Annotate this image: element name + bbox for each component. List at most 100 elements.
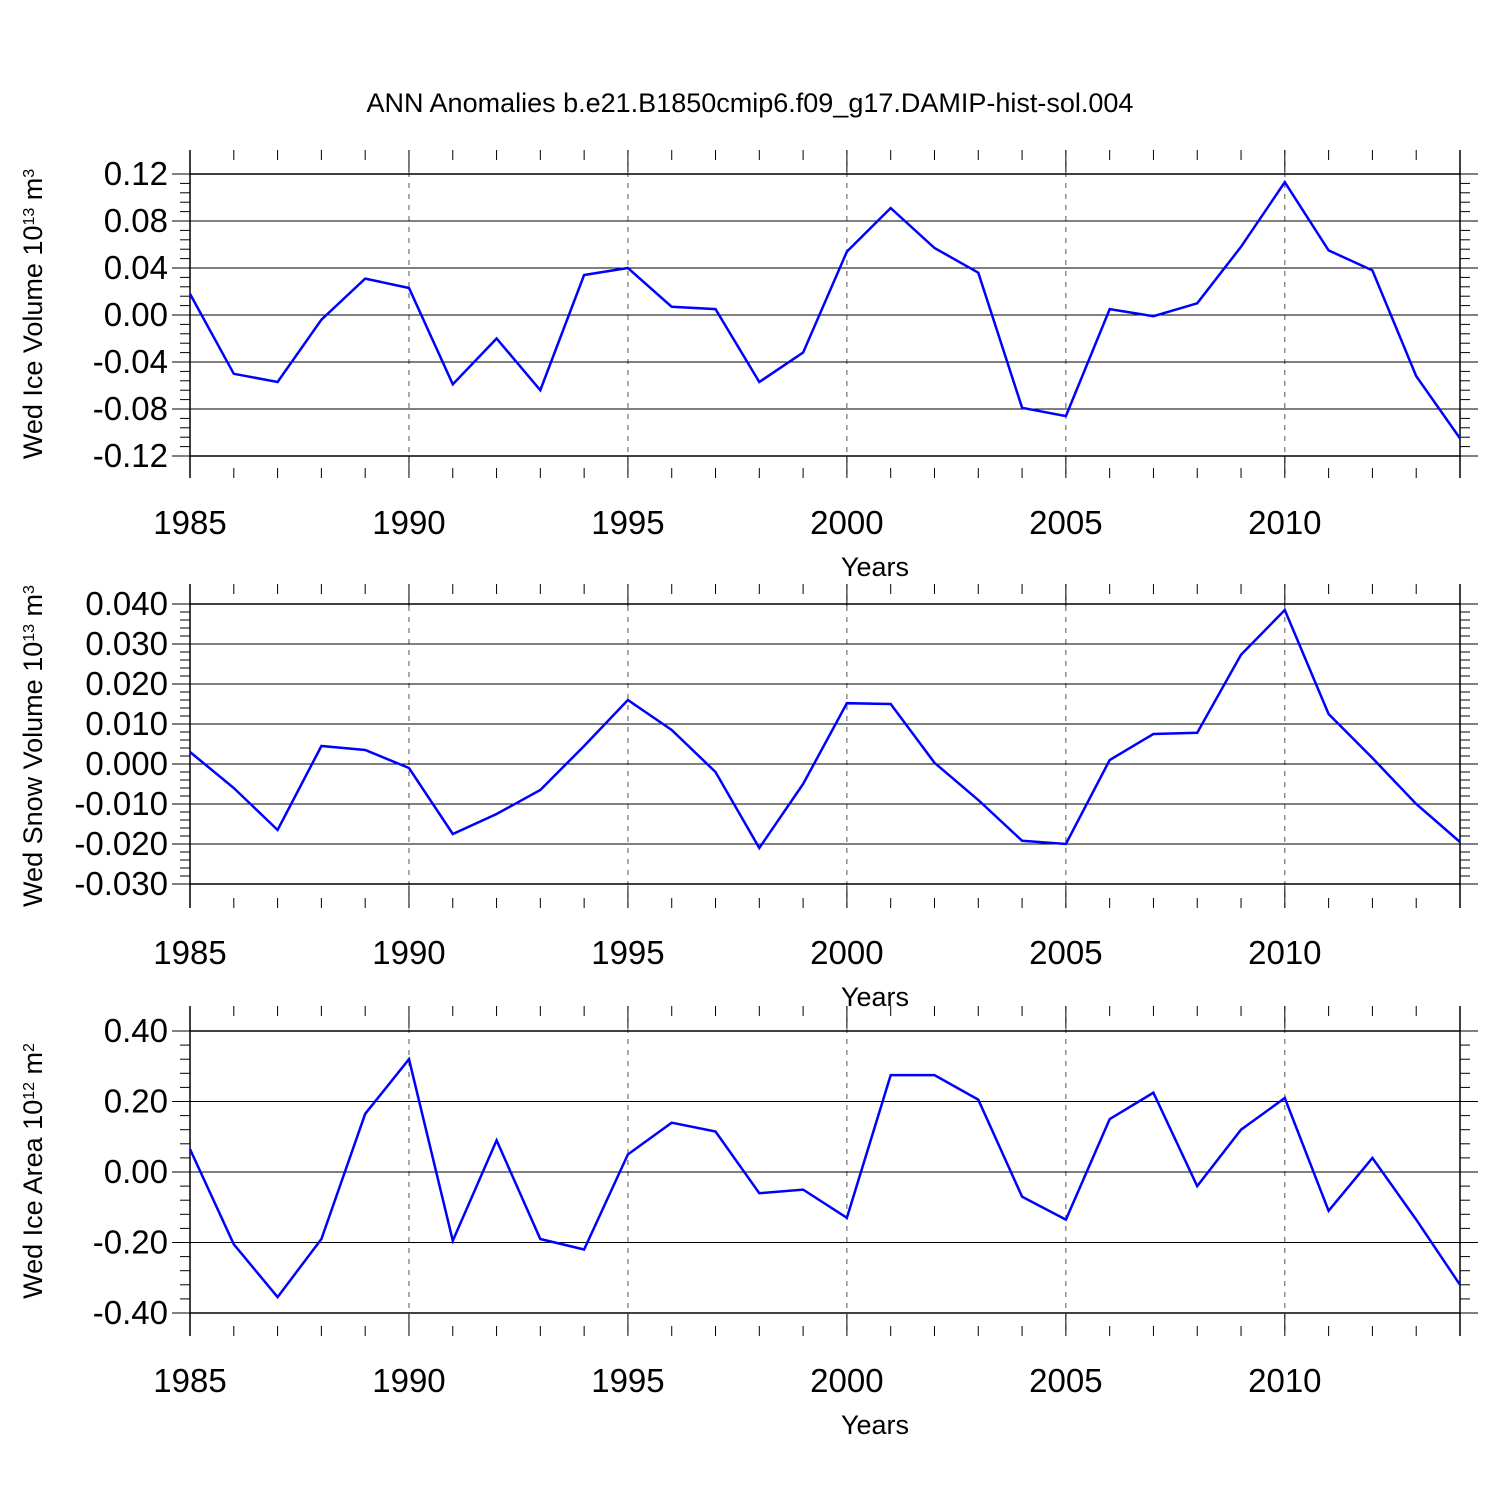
y-axis-label-exponent: 13 — [21, 624, 38, 642]
data-point — [1240, 1129, 1242, 1131]
data-point — [1065, 843, 1067, 845]
data-point — [1108, 1118, 1110, 1120]
y-tick-label: -0.030 — [74, 865, 168, 902]
data-point — [408, 1058, 410, 1060]
y-axis-label-unit-exponent: 3 — [21, 169, 38, 178]
y-tick-label: 0.020 — [85, 665, 168, 702]
data-point — [977, 799, 979, 801]
y-tick-label: 0.010 — [85, 705, 168, 742]
data-line — [189, 607, 1461, 851]
data-point — [671, 1121, 673, 1123]
y-axis-label: Wed Ice Volume 1013 m3 — [18, 169, 48, 459]
data-point — [933, 247, 935, 249]
data-point — [1415, 375, 1417, 377]
data-point — [583, 1248, 585, 1250]
data-point — [1240, 246, 1242, 248]
y-tick-label: -0.08 — [93, 390, 168, 427]
x-tick-label: 1995 — [591, 934, 664, 971]
data-point — [1065, 1218, 1067, 1220]
data-point — [846, 250, 848, 252]
data-point — [977, 1099, 979, 1101]
data-point — [1284, 181, 1286, 183]
y-tick-label: -0.020 — [74, 825, 168, 862]
data-point — [452, 383, 454, 385]
data-point — [189, 1148, 191, 1150]
data-point — [1371, 757, 1373, 759]
data-point — [539, 1238, 541, 1240]
data-point — [889, 207, 891, 209]
x-tick-label: 2000 — [810, 1362, 883, 1399]
data-point — [933, 1074, 935, 1076]
x-axis-label: Years — [841, 552, 909, 582]
y-axis-label-unit: m — [18, 1052, 48, 1082]
data-point — [671, 306, 673, 308]
data-point — [1108, 308, 1110, 310]
data-point — [1240, 654, 1242, 656]
x-tick-label: 2010 — [1248, 934, 1321, 971]
data-point — [1284, 609, 1286, 611]
data-point — [1108, 759, 1110, 761]
data-point — [1152, 1091, 1154, 1093]
y-axis-label: Wed Ice Area 1012 m2 — [18, 1043, 48, 1299]
data-point — [452, 833, 454, 835]
y-tick-label: 0.040 — [85, 585, 168, 622]
data-point — [1415, 1218, 1417, 1220]
x-tick-label: 1990 — [372, 1362, 445, 1399]
x-tick-label: 2010 — [1248, 1362, 1321, 1399]
data-point — [758, 847, 760, 849]
data-point — [627, 267, 629, 269]
data-point — [802, 351, 804, 353]
data-point — [1327, 249, 1329, 251]
y-axis-label-unit-exponent: 3 — [21, 585, 38, 594]
data-point — [233, 373, 235, 375]
y-tick-label: 0.00 — [104, 296, 168, 333]
y-axis-label: Wed Snow Volume 1013 m3 — [18, 585, 48, 907]
data-point — [495, 1139, 497, 1141]
y-axis-label-exponent: 12 — [21, 1082, 38, 1100]
data-line — [188, 179, 1462, 440]
data-point — [1152, 315, 1154, 317]
x-axis-label: Years — [841, 1410, 909, 1440]
data-point — [933, 762, 935, 764]
data-point — [539, 789, 541, 791]
y-axis-label-text: Wed Ice Volume 10 — [18, 226, 48, 460]
y-tick-label: -0.010 — [74, 785, 168, 822]
data-point — [189, 293, 191, 295]
data-point — [889, 1074, 891, 1076]
y-tick-label: 0.40 — [104, 1012, 168, 1049]
x-axis-label: Years — [841, 982, 909, 1012]
x-tick-label: 1995 — [591, 1362, 664, 1399]
data-point — [1021, 840, 1023, 842]
y-axis-label-text: Wed Ice Area 10 — [18, 1100, 48, 1299]
data-point — [1327, 1210, 1329, 1212]
x-tick-label: 2005 — [1029, 504, 1102, 541]
data-point — [627, 1153, 629, 1155]
y-tick-label: 0.12 — [104, 155, 168, 192]
data-point — [276, 829, 278, 831]
x-tick-label: 2005 — [1029, 1362, 1102, 1399]
data-point — [977, 272, 979, 274]
data-point — [846, 1217, 848, 1219]
data-point — [452, 1240, 454, 1242]
y-axis-label-unit: m — [18, 178, 48, 208]
data-point — [276, 1296, 278, 1298]
data-point — [1284, 1097, 1286, 1099]
data-point — [233, 787, 235, 789]
panel-2: -0.030-0.020-0.0100.0000.0100.0200.0300.… — [18, 584, 1478, 1012]
data-point — [189, 751, 191, 753]
data-point — [1459, 841, 1461, 843]
panel-1: -0.12 -0.08 -0.04 0.00 0.04 0.08 0.12 1985 1990 1… — [18, 150, 1478, 582]
y-axis-label-unit-exponent: 2 — [21, 1043, 38, 1052]
data-point — [714, 1130, 716, 1132]
data-point — [1327, 713, 1329, 715]
y-tick-label: 0.08 — [104, 202, 168, 239]
y-tick-label: -0.20 — [93, 1224, 168, 1261]
panel-3: -0.40 -0.20 0.00 0.20 0.40 1985 1990 1995 2000 20… — [18, 1006, 1478, 1440]
x-tick-label: 2000 — [810, 934, 883, 971]
data-point — [889, 703, 891, 705]
y-axis-label-exponent: 13 — [21, 208, 38, 226]
y-tick-label: -0.40 — [93, 1294, 168, 1331]
data-point — [1021, 1195, 1023, 1197]
data-point — [1459, 437, 1461, 439]
